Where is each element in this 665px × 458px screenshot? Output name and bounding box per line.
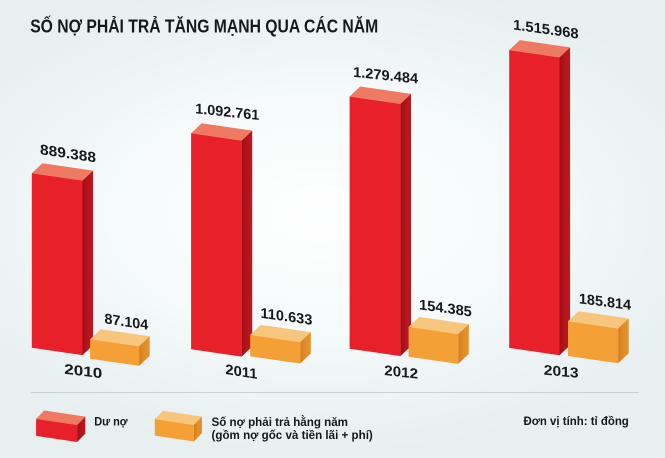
svg-text:Đơn vị tính: tỉ đồng: Đơn vị tính: tỉ đồng (524, 414, 629, 428)
svg-text:SỐ NỢ PHẢI TRẢ TĂNG MẠNH QUA C: SỐ NỢ PHẢI TRẢ TĂNG MẠNH QUA CÁC NĂM (30, 16, 378, 37)
svg-text:(gồm nợ gốc và tiền lãi + phí): (gồm nợ gốc và tiền lãi + phí) (212, 428, 373, 442)
svg-text:2011: 2011 (225, 362, 257, 383)
svg-text:1.092.761: 1.092.761 (195, 101, 259, 124)
svg-text:Dư nợ: Dư nợ (94, 415, 128, 429)
svg-text:2010: 2010 (64, 362, 102, 383)
svg-text:1.279.484: 1.279.484 (353, 65, 418, 88)
svg-text:Số nợ phải trả hằng năm: Số nợ phải trả hằng năm (212, 414, 349, 429)
svg-text:154.385: 154.385 (419, 297, 472, 320)
svg-text:87.104: 87.104 (105, 311, 149, 333)
svg-text:2013: 2013 (544, 363, 579, 382)
svg-text:110.633: 110.633 (261, 306, 313, 329)
svg-text:185.814: 185.814 (579, 291, 631, 314)
svg-text:2012: 2012 (384, 363, 418, 383)
